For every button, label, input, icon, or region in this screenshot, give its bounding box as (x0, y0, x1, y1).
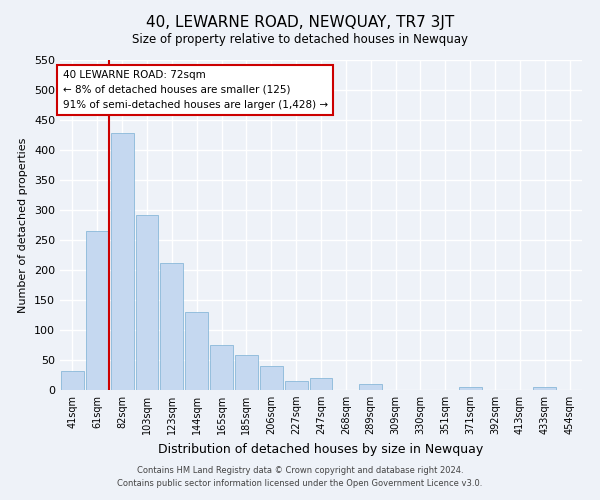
Text: Contains HM Land Registry data © Crown copyright and database right 2024.
Contai: Contains HM Land Registry data © Crown c… (118, 466, 482, 487)
Y-axis label: Number of detached properties: Number of detached properties (19, 138, 28, 312)
Bar (235, 355, 258, 390)
Bar (210, 345, 233, 390)
Text: 40, LEWARNE ROAD, NEWQUAY, TR7 3JT: 40, LEWARNE ROAD, NEWQUAY, TR7 3JT (146, 15, 454, 30)
Bar (160, 263, 183, 390)
Bar (459, 387, 482, 390)
Bar (185, 312, 208, 390)
Bar (533, 387, 556, 390)
Bar (61, 371, 84, 390)
Bar (136, 215, 158, 390)
Text: Size of property relative to detached houses in Newquay: Size of property relative to detached ho… (132, 32, 468, 46)
Text: 40 LEWARNE ROAD: 72sqm
← 8% of detached houses are smaller (125)
91% of semi-det: 40 LEWARNE ROAD: 72sqm ← 8% of detached … (62, 70, 328, 110)
Bar (111, 133, 134, 390)
Bar (359, 384, 382, 390)
Bar (285, 381, 308, 390)
Bar (310, 378, 332, 390)
Bar (260, 366, 283, 390)
Bar (86, 231, 109, 390)
X-axis label: Distribution of detached houses by size in Newquay: Distribution of detached houses by size … (158, 442, 484, 456)
